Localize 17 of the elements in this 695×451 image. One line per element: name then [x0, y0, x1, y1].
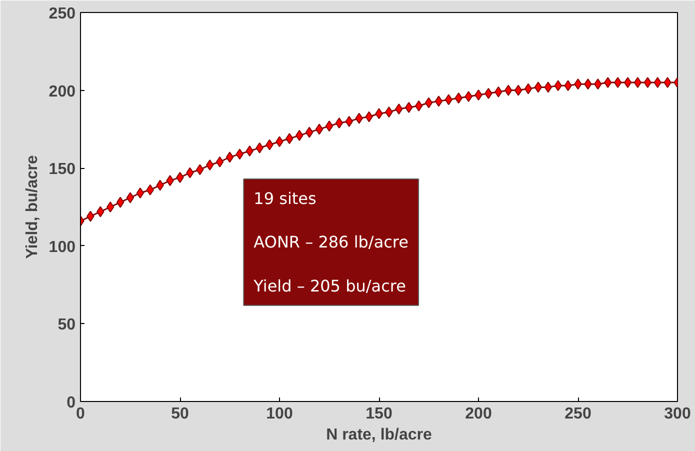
annotation: 19 sites	[254, 188, 316, 208]
x-tick-label: 250	[564, 406, 592, 422]
y-tick-label: 50	[58, 316, 76, 334]
y-tick-label: 250	[48, 6, 76, 22]
x-tick-label: 100	[266, 406, 293, 422]
annotation: AONR – 286 lb/acre	[254, 232, 408, 252]
y-tick-label: 0	[66, 394, 76, 412]
x-tick-label: 300	[664, 406, 691, 422]
x-axis-title: N rate, lb/acre	[326, 426, 432, 444]
y-tick-label: 200	[48, 83, 76, 100]
y-tick-label: 150	[48, 161, 76, 178]
x-tick-label: 200	[465, 406, 492, 422]
y-axis-title: Yield, bu/acre	[24, 155, 41, 259]
y-tick-label: 100	[48, 238, 76, 256]
x-tick-label: 150	[366, 406, 392, 422]
annotation: Yield – 205 bu/acre	[252, 276, 406, 296]
x-tick-label: 50	[171, 406, 189, 422]
